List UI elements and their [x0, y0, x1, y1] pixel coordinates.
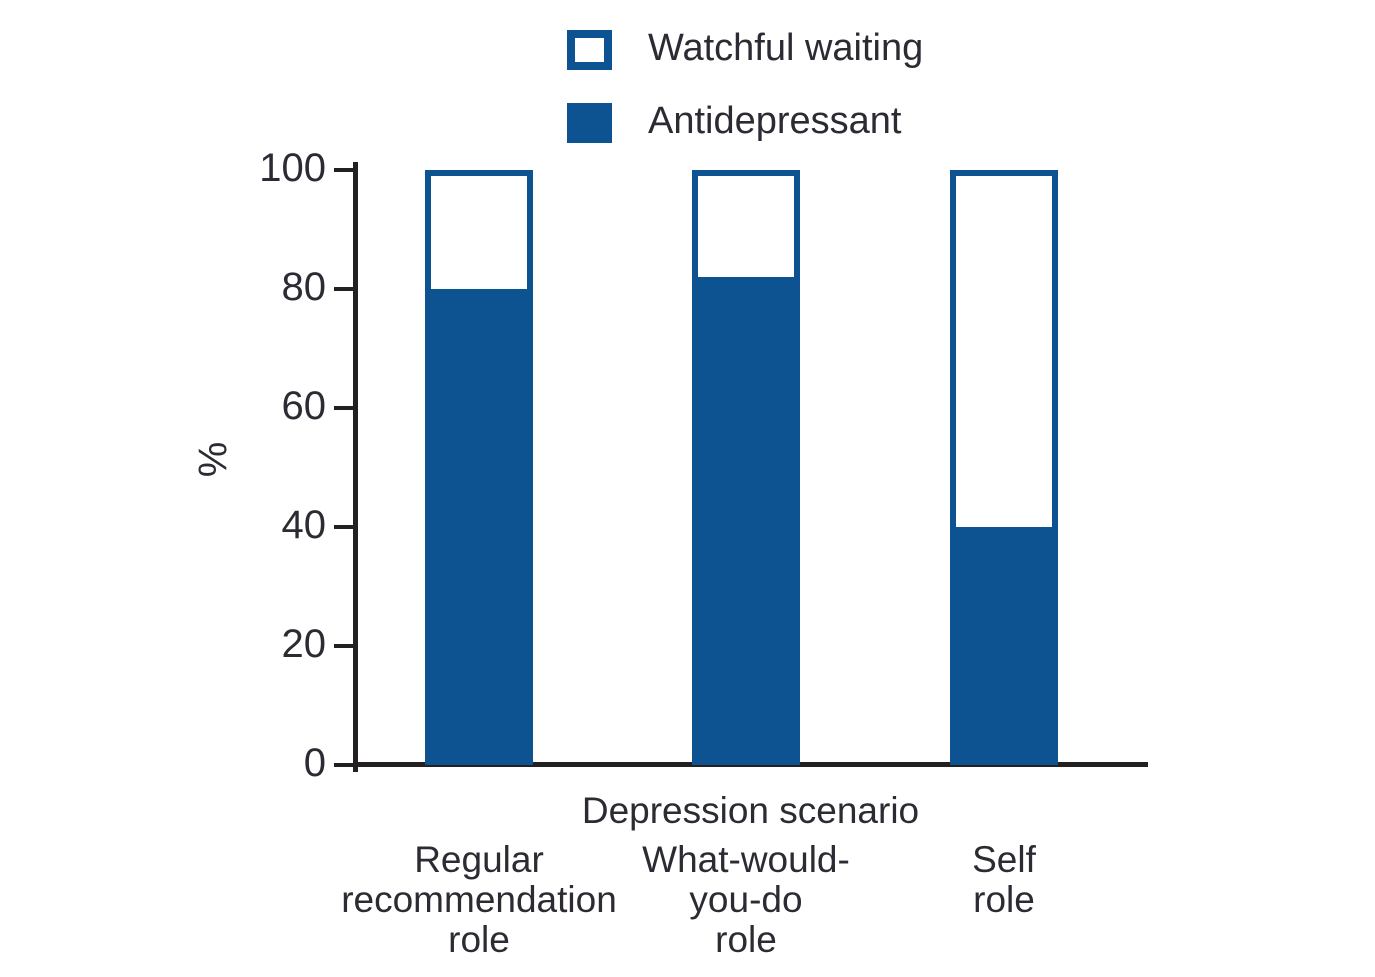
bar-what-would-you-do-role	[692, 170, 800, 765]
segment-watchful-waiting	[425, 170, 533, 295]
y-tick-label-0: 0	[303, 741, 326, 785]
legend-label-antidepressant: Antidepressant	[648, 100, 902, 142]
category-label-line: Regular	[414, 839, 544, 880]
category-label-line: role	[715, 919, 777, 960]
segment-watchful-waiting	[692, 170, 800, 283]
y-axis-line	[353, 162, 358, 772]
y-tick-label-40: 40	[281, 503, 327, 547]
y-tick-100	[334, 168, 354, 172]
category-label-self-role: Self role	[794, 840, 1214, 920]
y-tick-label-80: 80	[281, 265, 327, 309]
legend-swatch-antidepressant-icon	[567, 103, 612, 143]
category-label-line: role	[973, 879, 1035, 920]
legend-swatch-watchful-waiting-icon	[567, 30, 612, 70]
category-label-line: you-do	[689, 879, 803, 920]
bar-self-role	[950, 170, 1058, 765]
y-tick-20	[334, 644, 354, 648]
category-label-line: recommendation	[341, 879, 617, 920]
y-tick-label-100: 100	[259, 146, 326, 190]
y-tick-label-60: 60	[281, 384, 327, 428]
segment-watchful-waiting	[950, 170, 1058, 533]
category-label-line: role	[448, 919, 510, 960]
y-tick-80	[334, 287, 354, 291]
y-tick-40	[334, 525, 354, 529]
category-label-regular-recommendation-role: Regular recommendation role	[269, 840, 689, 960]
category-label-line: Self	[972, 839, 1036, 880]
bar-regular-recommendation-role	[425, 170, 533, 765]
y-tick-0	[334, 763, 354, 767]
segment-antidepressant	[425, 295, 533, 765]
y-tick-label-20: 20	[281, 622, 327, 666]
segment-antidepressant	[950, 533, 1058, 765]
category-label-line: What-would-	[642, 839, 850, 880]
y-tick-60	[334, 406, 354, 410]
y-axis-title: %	[191, 441, 236, 478]
x-axis-title: Depression scenario	[581, 790, 920, 831]
legend-label-watchful-waiting: Watchful waiting	[648, 27, 924, 69]
segment-antidepressant	[692, 283, 800, 765]
category-label-what-would-you-do-role: What-would-you-do role	[536, 840, 956, 960]
